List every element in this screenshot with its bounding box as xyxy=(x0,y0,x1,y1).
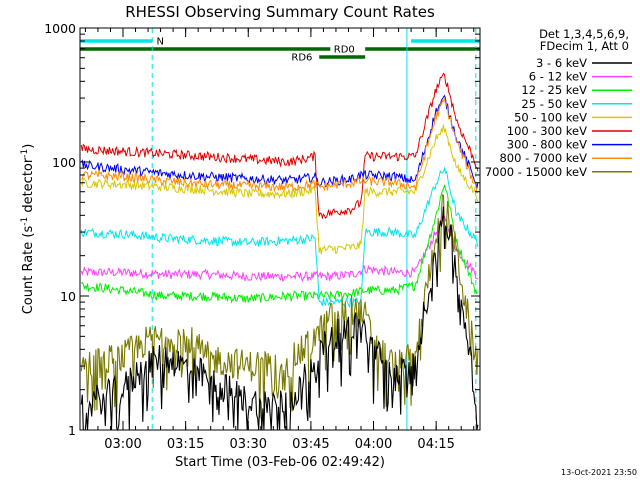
y-axis-label-sup1: -1 xyxy=(20,217,30,226)
series-line-100-300 xyxy=(80,72,479,220)
x-tick-label: 03:45 xyxy=(292,437,329,452)
series-line-50-100 xyxy=(80,124,479,255)
timestamp: 13-Oct-2021 23:50 xyxy=(561,468,637,477)
y-tick-label: 10 xyxy=(60,289,76,304)
legend-label: 12 - 25 keV xyxy=(521,83,587,97)
y-axis: 1 10 100 1000 xyxy=(44,21,480,438)
legend-label: 25 - 50 keV xyxy=(521,97,587,111)
series-line-300-800 xyxy=(80,94,479,189)
legend-label: 100 - 300 keV xyxy=(507,124,587,138)
series-line-800-7000 xyxy=(81,98,479,194)
legend-header-line2: FDecim 1, Att 0 xyxy=(540,39,629,53)
legend-label: 7000 - 15000 keV xyxy=(485,165,587,179)
y-tick-label: 1 xyxy=(68,423,76,438)
flag-bars: N RD0 RD6 xyxy=(80,37,480,64)
series-line-6-12 xyxy=(80,213,479,283)
x-tick-label: 03:00 xyxy=(104,437,141,452)
x-tick-label: 03:15 xyxy=(167,437,204,452)
series-line-12-25 xyxy=(80,184,479,304)
plot-frame xyxy=(79,27,481,431)
y-axis-label-mid: detector xyxy=(21,157,36,217)
x-axis: 03:00 03:15 03:30 03:45 04:00 04:15 xyxy=(84,28,475,452)
legend-label: 6 - 12 keV xyxy=(529,70,587,84)
legend-label: 3 - 6 keV xyxy=(536,56,587,70)
y-axis-label-main: Count Rate (s xyxy=(21,226,36,315)
x-tick-label: 03:30 xyxy=(230,437,267,452)
legend-header-line1: Det 1,3,4,5,6,9, xyxy=(539,27,629,41)
series-line-7000-15000 xyxy=(80,193,479,419)
y-axis-label-sup2: -1 xyxy=(20,149,30,158)
flag-label-rd6: RD6 xyxy=(291,53,312,64)
chart-title: RHESSI Observing Summary Count Rates xyxy=(125,3,435,21)
y-tick-label: 100 xyxy=(52,155,76,170)
legend-label: 300 - 800 keV xyxy=(507,138,587,152)
flag-label-n: N xyxy=(156,37,163,48)
legend-label: 50 - 100 keV xyxy=(514,110,587,124)
y-axis-label-end: ) xyxy=(21,144,36,149)
flag-label-rd0: RD0 xyxy=(334,45,355,56)
flag-label-bg xyxy=(330,44,359,54)
x-tick-label: 04:00 xyxy=(355,437,392,452)
x-tick-label: 04:15 xyxy=(417,437,454,452)
y-axis-label: Count Rate (s-1 detector-1) xyxy=(20,144,36,315)
x-axis-label: Start Time (03-Feb-06 02:49:42) xyxy=(175,455,385,470)
legend-label: 800 - 7000 keV xyxy=(499,151,587,165)
series-line-25-50 xyxy=(80,166,479,309)
y-tick-label: 1000 xyxy=(44,21,76,36)
plot-area xyxy=(80,28,479,432)
